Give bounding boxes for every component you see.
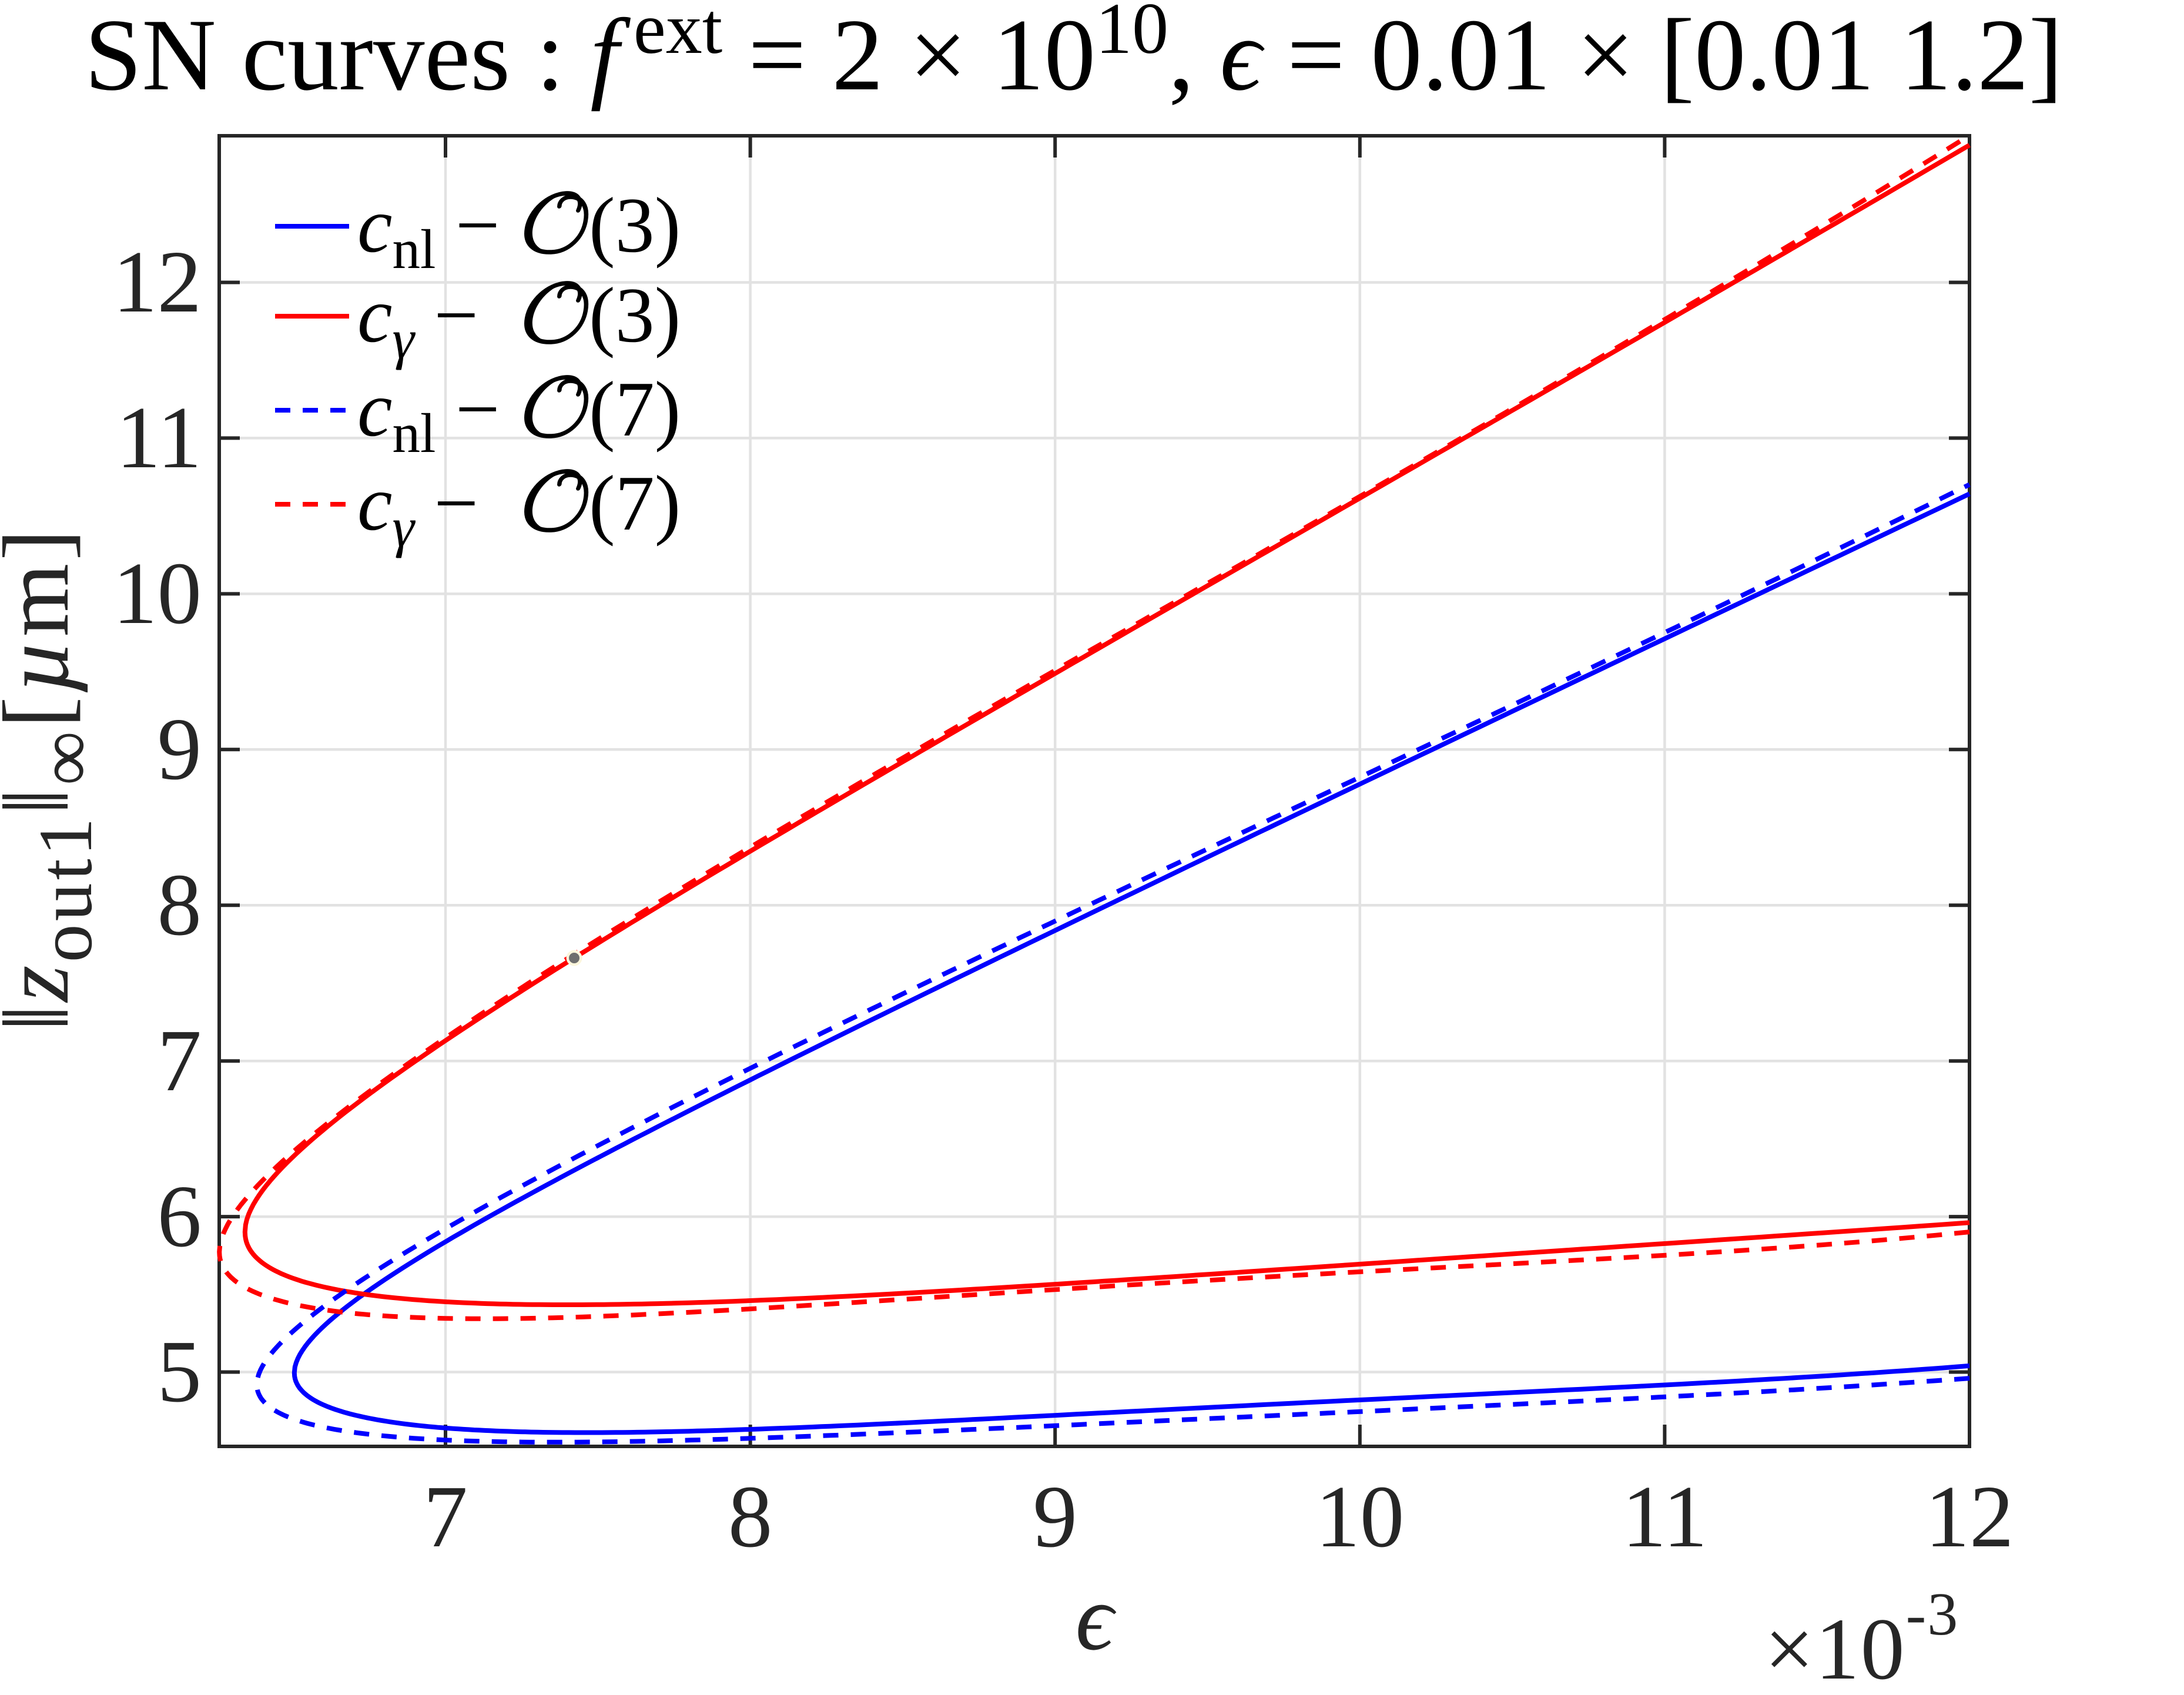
svg-text:11: 11 <box>116 388 202 487</box>
svg-text:cnl −: cnl − <box>357 182 500 280</box>
svg-text:cγ −: cγ − <box>357 460 478 558</box>
svg-text:5: 5 <box>158 1322 202 1421</box>
svg-text:8: 8 <box>158 855 202 954</box>
svg-text:(3): (3) <box>589 272 681 359</box>
svg-text:7: 7 <box>158 1011 202 1110</box>
svg-text:SN curves : f ext = 2 × 1010,: SN curves : f ext = 2 × 1010, ϵ = 0.01 ×… <box>85 0 2063 112</box>
svg-text:(3): (3) <box>589 182 681 269</box>
svg-text:12: 12 <box>113 232 202 331</box>
svg-text:7: 7 <box>423 1467 468 1566</box>
svg-text:6: 6 <box>158 1167 202 1265</box>
svg-text:10: 10 <box>1315 1467 1404 1566</box>
svg-text:9: 9 <box>158 699 202 798</box>
svg-text:8: 8 <box>728 1467 773 1566</box>
svg-text:11: 11 <box>1622 1467 1707 1566</box>
svg-text:(7): (7) <box>589 366 681 453</box>
svg-text:10: 10 <box>113 544 202 642</box>
svg-text:12: 12 <box>1925 1467 2014 1566</box>
svg-text:cγ −: cγ − <box>357 272 478 370</box>
svg-text:9: 9 <box>1033 1467 1077 1566</box>
svg-text:ϵ: ϵ <box>1076 1565 1117 1670</box>
svg-text:(7): (7) <box>589 460 681 547</box>
svg-text:cnl −: cnl − <box>357 366 500 464</box>
